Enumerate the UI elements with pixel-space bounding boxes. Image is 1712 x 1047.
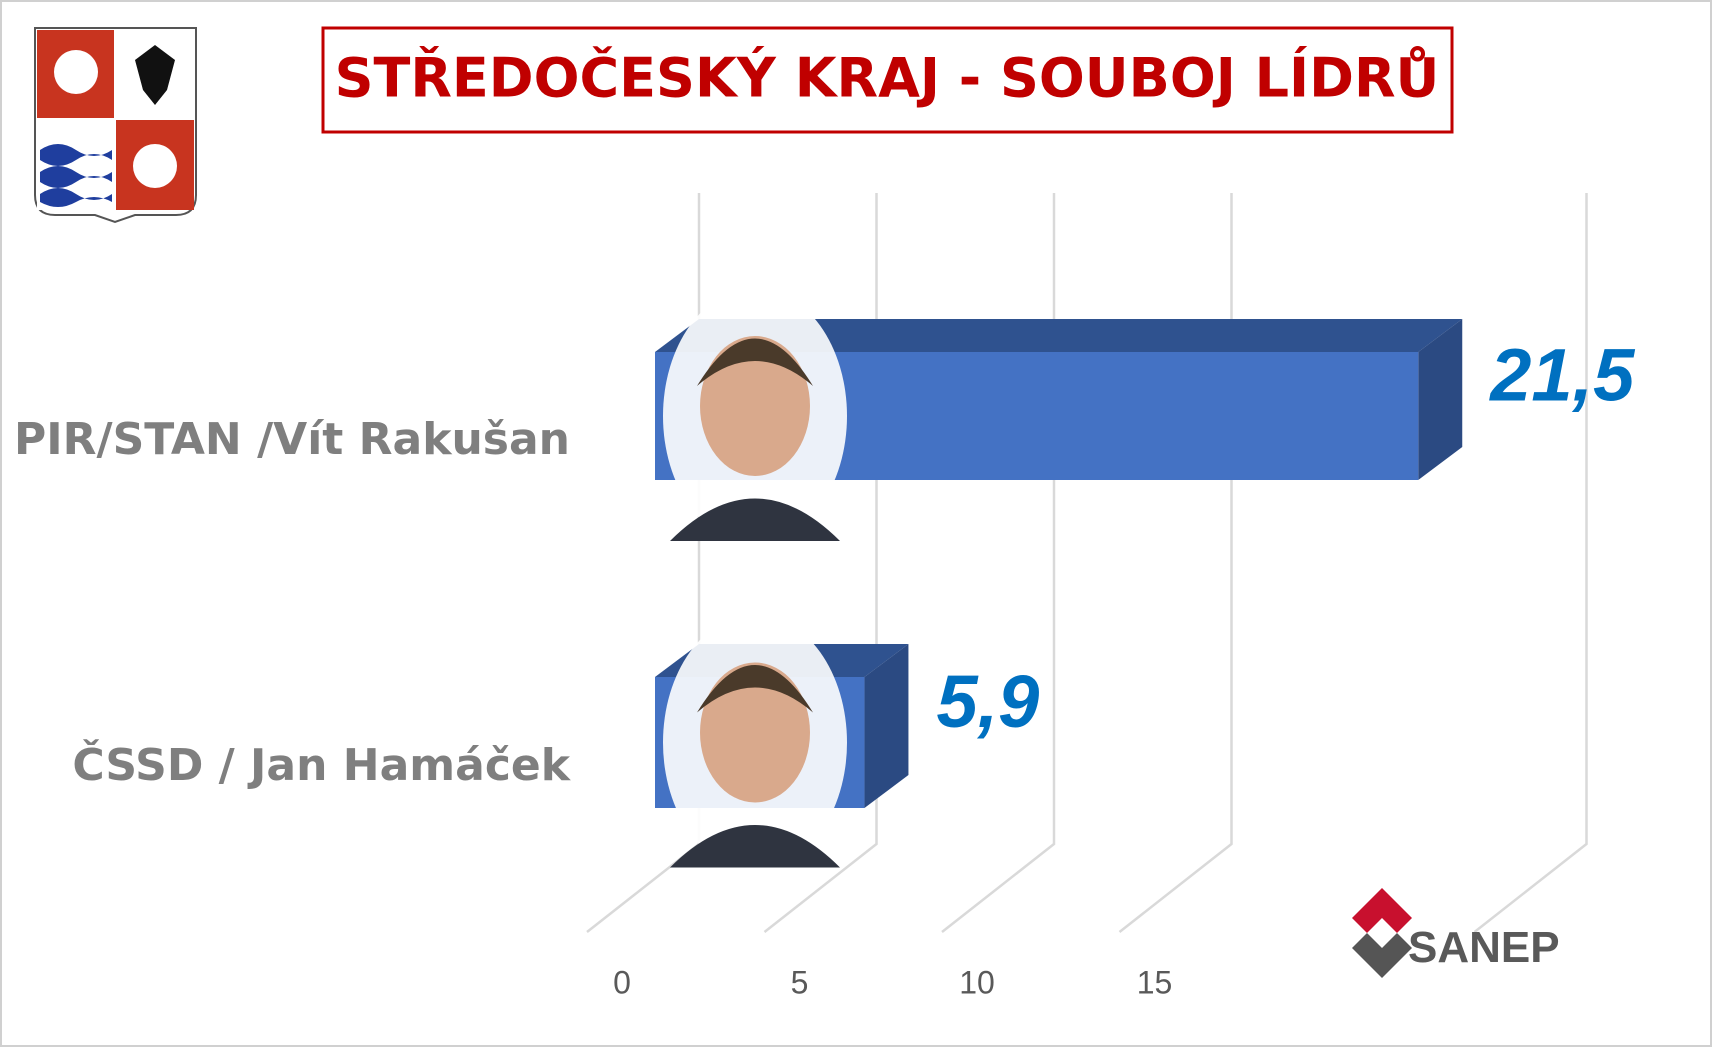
portrait-face (700, 336, 810, 476)
bar-side (864, 644, 909, 808)
title-box (321, 26, 1454, 134)
bar-top (655, 319, 1463, 352)
logo-text: SANEP (1408, 923, 1560, 972)
portrait-body (670, 825, 840, 868)
x-tick-label: 10 (959, 964, 995, 1000)
category-label: ČSSD / Jan Hamáček (72, 738, 571, 791)
portrait-body (670, 498, 840, 541)
logo: SANEP (1352, 888, 1560, 978)
portrait-hair (697, 338, 813, 386)
x-tick-label: 5 (791, 964, 809, 1000)
value-label: 21,5 (1488, 334, 1636, 417)
chart-title: STŘEDOČESKÝ KRAJ - SOUBOJ LÍDRŮ (335, 47, 1440, 110)
coat-of-arms (34, 27, 197, 224)
x-tick-label: 15 (1137, 964, 1173, 1000)
category-label: PIR/STAN /Vít Rakušan (14, 414, 570, 465)
value-label: 5,9 (936, 660, 1039, 743)
portrait-hair (697, 665, 813, 713)
x-tick-label: 0 (613, 964, 631, 1000)
portrait (663, 614, 847, 871)
portrait (663, 288, 847, 544)
bars: PIR/STAN /Vít Rakušan 21,5 ČSSD / Jan Hamá… (14, 288, 1636, 871)
bar-side (1418, 319, 1463, 480)
portrait-face (700, 662, 810, 803)
grid-line (1473, 193, 1588, 933)
